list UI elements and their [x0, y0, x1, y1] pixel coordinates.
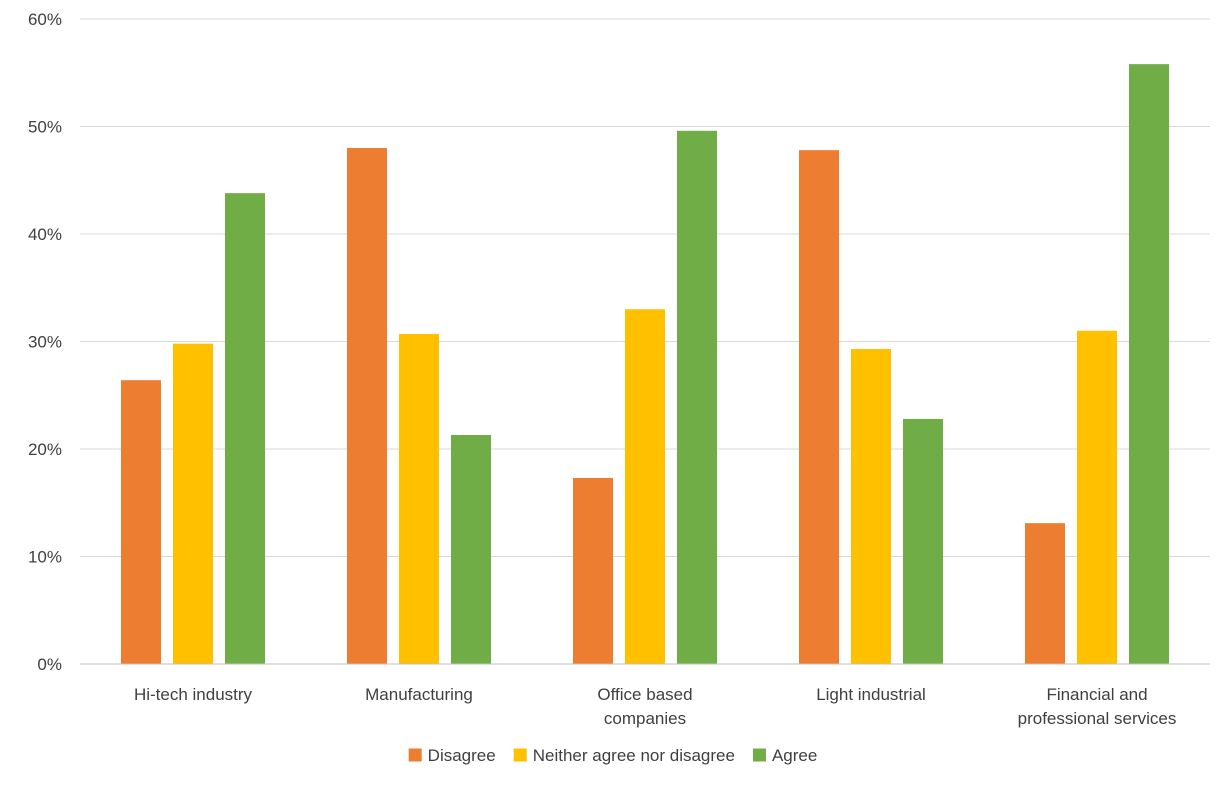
legend-swatch	[513, 748, 527, 762]
legend: Disagree Neither agree nor disagree Agree	[408, 746, 817, 765]
bar-neither-agree-nor-disagree	[625, 309, 665, 664]
bar-disagree	[573, 478, 613, 664]
legend-label: Agree	[772, 746, 817, 765]
x-tick-label: Office based companies	[597, 685, 692, 728]
bar-agree	[1129, 64, 1169, 664]
bar-neither-agree-nor-disagree	[399, 333, 439, 664]
legend-label: Disagree	[428, 746, 496, 765]
legend-label: Neither agree nor disagree	[533, 746, 735, 765]
legend-swatch	[752, 748, 766, 762]
x-tick-label: Light industrial	[816, 685, 926, 704]
x-tick-label: Financial and professional services	[1018, 685, 1177, 728]
y-tick-label: 20%	[28, 440, 62, 459]
bar-disagree	[799, 150, 839, 664]
legend-swatch	[408, 748, 422, 762]
y-tick-label: 40%	[28, 225, 62, 244]
x-tick-label: Manufacturing	[365, 685, 473, 704]
bar-disagree	[1025, 523, 1065, 664]
x-axis-labels: Hi-tech industry Manufacturing Office base…	[134, 685, 1176, 728]
bar-neither-agree-nor-disagree	[173, 343, 213, 664]
bar-agree	[451, 435, 491, 664]
y-axis-ticks: 0% 10% 20% 30% 40% 50% 60%	[28, 10, 62, 674]
bar-agree	[677, 130, 717, 665]
y-tick-label: 0%	[37, 655, 62, 674]
bar-disagree	[347, 148, 387, 664]
bar-neither-agree-nor-disagree	[851, 349, 891, 664]
y-tick-label: 60%	[28, 10, 62, 29]
y-tick-label: 50%	[28, 118, 62, 137]
bar-agree	[903, 418, 943, 664]
y-tick-label: 30%	[28, 333, 62, 352]
x-tick-label: Hi-tech industry	[134, 685, 253, 704]
bar-disagree	[121, 380, 161, 664]
bars	[121, 64, 1169, 665]
y-tick-label: 10%	[28, 548, 62, 567]
bar-agree	[225, 193, 265, 664]
bar-neither-agree-nor-disagree	[1077, 330, 1117, 664]
